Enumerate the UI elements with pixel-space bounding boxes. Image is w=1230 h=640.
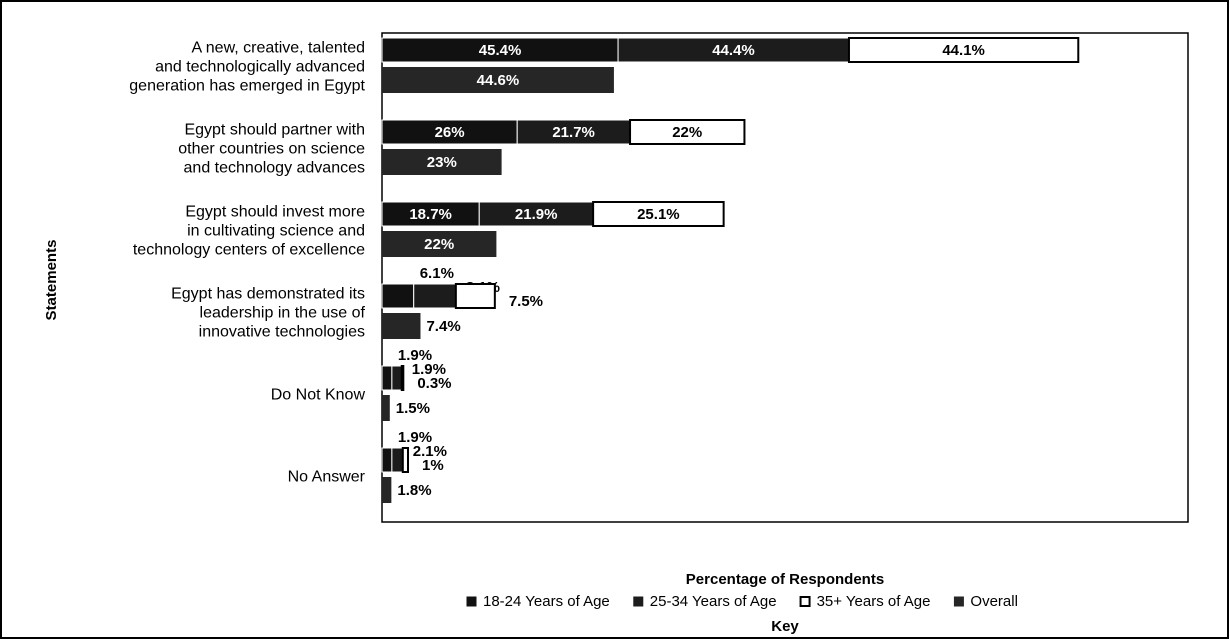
- data-label: 1.9%: [398, 347, 432, 364]
- y-axis-label: Statements: [43, 240, 60, 321]
- data-label: 7.4%: [426, 318, 460, 335]
- bar-segment: [381, 37, 619, 63]
- data-label: 44.1%: [942, 42, 985, 59]
- category-label: Egypt should invest more in cultivating …: [132, 203, 365, 259]
- legend-swatch: [953, 596, 964, 607]
- plot-area: [381, 32, 1189, 523]
- data-label: 18.7%: [409, 206, 452, 223]
- bar-segment: [592, 201, 725, 227]
- bar-segment: [516, 119, 631, 145]
- legend-label: 25-34 Years of Age: [650, 593, 777, 610]
- legend-label: 35+ Years of Age: [817, 593, 931, 610]
- bar-segment: [381, 201, 480, 227]
- bar-segment: [391, 365, 403, 391]
- legend-swatch: [633, 596, 644, 607]
- bar: [382, 149, 502, 175]
- bar: [382, 231, 497, 257]
- data-label: 1%: [422, 457, 444, 474]
- data-label: 45.4%: [479, 42, 522, 59]
- data-label: 7.5%: [509, 293, 543, 310]
- bar-segment: [478, 201, 594, 227]
- data-label: 25.1%: [637, 206, 680, 223]
- data-label: 26%: [435, 124, 465, 141]
- category-label: A new, creative, talented and technologi…: [129, 39, 365, 95]
- data-label: 22%: [424, 236, 454, 253]
- data-label: 1.9%: [398, 429, 432, 446]
- data-label: 21.7%: [552, 124, 595, 141]
- legend-label: 18-24 Years of Age: [483, 593, 610, 610]
- bar: [382, 67, 614, 93]
- legend-swatch: [799, 596, 811, 607]
- bar-segment: [381, 365, 393, 391]
- bar-segment: [413, 283, 457, 309]
- x-axis-label: Percentage of Respondents: [686, 571, 884, 588]
- data-label: 23%: [427, 154, 457, 171]
- bar-segment: [381, 119, 518, 145]
- bar: [382, 395, 390, 421]
- data-label: 44.4%: [712, 42, 755, 59]
- category-label: Egypt should partner with other countrie…: [178, 121, 365, 177]
- data-label: 0.3%: [417, 375, 451, 392]
- data-label: 22%: [672, 124, 702, 141]
- data-label: 1.5%: [396, 400, 430, 417]
- data-label: 6.1%: [420, 265, 454, 282]
- bar-segment: [454, 283, 496, 309]
- data-label: 44.6%: [477, 72, 520, 89]
- data-label: 1.8%: [397, 482, 431, 499]
- legend-swatch: [466, 596, 477, 607]
- legend-label: Overall: [970, 593, 1018, 610]
- bar-segment: [847, 37, 1080, 63]
- bar-segment: [400, 365, 405, 391]
- bar-segment: [401, 447, 409, 473]
- category-label: No Answer: [287, 468, 365, 486]
- bar: [382, 477, 392, 503]
- data-label: 1.9%: [412, 361, 446, 378]
- bar-segment: [391, 447, 404, 473]
- bar-segment: [629, 119, 746, 145]
- bar: [382, 313, 421, 339]
- category-label: Do Not Know: [270, 386, 365, 404]
- legend-title: Key: [771, 618, 799, 635]
- bar-segment: [381, 283, 415, 309]
- data-label: 2.1%: [413, 443, 447, 460]
- data-label: 21.9%: [515, 206, 558, 223]
- category-label: Egypt has demonstrated its leadership in…: [171, 285, 365, 341]
- bar-segment: [381, 447, 393, 473]
